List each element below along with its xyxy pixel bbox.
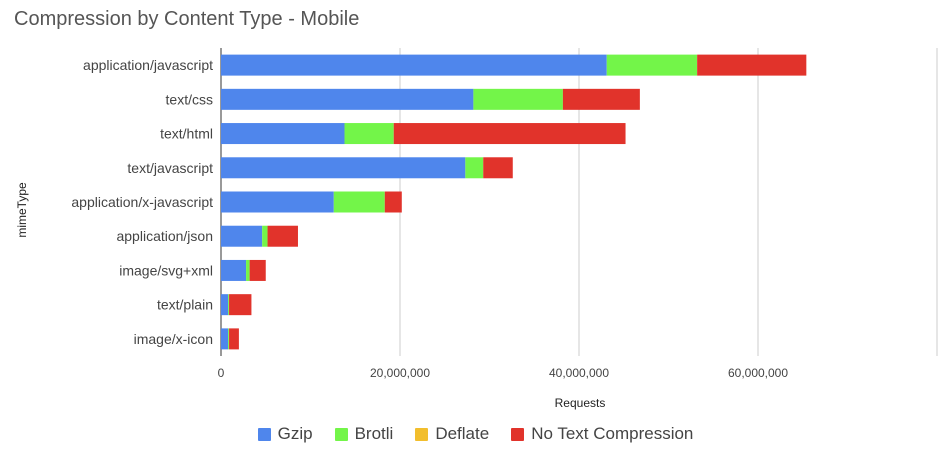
- category-label: text/javascript: [127, 160, 213, 176]
- bar-segment-brotli: [262, 225, 268, 247]
- bar-segment-gzip: [221, 259, 247, 281]
- bar-segment-brotli: [246, 259, 250, 281]
- category-label: text/plain: [157, 297, 213, 313]
- bar-segment-no-text-compression: [229, 294, 252, 316]
- bar-segment-no-text-compression: [483, 157, 513, 179]
- legend-item: Deflate: [415, 424, 489, 444]
- category-label: application/x-javascript: [71, 194, 213, 210]
- bars: [221, 54, 807, 350]
- bar-segment-gzip: [221, 88, 474, 110]
- legend-item: Gzip: [257, 424, 313, 444]
- x-axis-title: Requests: [555, 396, 606, 410]
- bar-segment-brotli: [473, 88, 563, 110]
- x-tick-label: 40,000,000: [549, 366, 609, 380]
- bar-segment-no-text-compression: [249, 259, 266, 281]
- bar-segment-brotli: [344, 123, 394, 145]
- bar-segment-brotli: [228, 294, 230, 316]
- bar-segment-brotli: [333, 191, 385, 213]
- category-label: text/css: [166, 91, 213, 107]
- legend-label: Deflate: [435, 424, 490, 443]
- bar-segment-gzip: [221, 328, 229, 350]
- legend-swatch: [334, 427, 348, 441]
- x-tick-label: 20,000,000: [370, 366, 430, 380]
- legend-item: Brotli: [334, 424, 394, 444]
- x-tick-labels: 0 20,000,000 40,000,000 60,000,000: [218, 366, 789, 380]
- x-tick-label: 0: [218, 366, 225, 380]
- bar-segment-brotli: [228, 328, 230, 350]
- category-labels: application/javascript text/css text/html t…: [71, 57, 213, 347]
- legend-label: Gzip: [277, 424, 313, 443]
- category-label: image/svg+xml: [119, 262, 213, 278]
- bar-segment-no-text-compression: [229, 328, 239, 350]
- bar-segment-no-text-compression: [393, 123, 626, 145]
- legend-label: No Text Compression: [531, 424, 694, 443]
- bar-segment-gzip: [221, 157, 466, 179]
- bar-segment-no-text-compression: [697, 54, 807, 76]
- category-label: application/javascript: [83, 57, 213, 73]
- bar-segment-gzip: [221, 54, 607, 76]
- bar-segment-brotli: [606, 54, 698, 76]
- bar-segment-gzip: [221, 123, 345, 145]
- y-axis-title: mimeType: [15, 182, 29, 238]
- bar-segment-no-text-compression: [562, 88, 640, 110]
- legend-swatch: [511, 427, 525, 441]
- category-label: application/json: [116, 228, 213, 244]
- legend-label: Brotli: [354, 424, 394, 443]
- x-tick-label: 60,000,000: [728, 366, 788, 380]
- category-label: text/html: [160, 126, 213, 142]
- category-label: image/x-icon: [134, 331, 213, 347]
- chart-plot: application/javascript text/css text/html t…: [15, 48, 938, 410]
- bar-segment-brotli: [465, 157, 484, 179]
- bar-segment-gzip: [221, 294, 229, 316]
- bar-segment-no-text-compression: [267, 225, 298, 247]
- legend-swatch: [415, 427, 429, 441]
- legend: Gzip Brotli Deflate No Text Compression: [0, 424, 951, 444]
- bar-segment-gzip: [221, 191, 334, 213]
- bar-segment-no-text-compression: [384, 191, 402, 213]
- legend-swatch: [257, 427, 271, 441]
- bar-segment-gzip: [221, 225, 263, 247]
- chart-title: Compression by Content Type - Mobile: [14, 8, 360, 30]
- legend-item: No Text Compression: [511, 424, 693, 444]
